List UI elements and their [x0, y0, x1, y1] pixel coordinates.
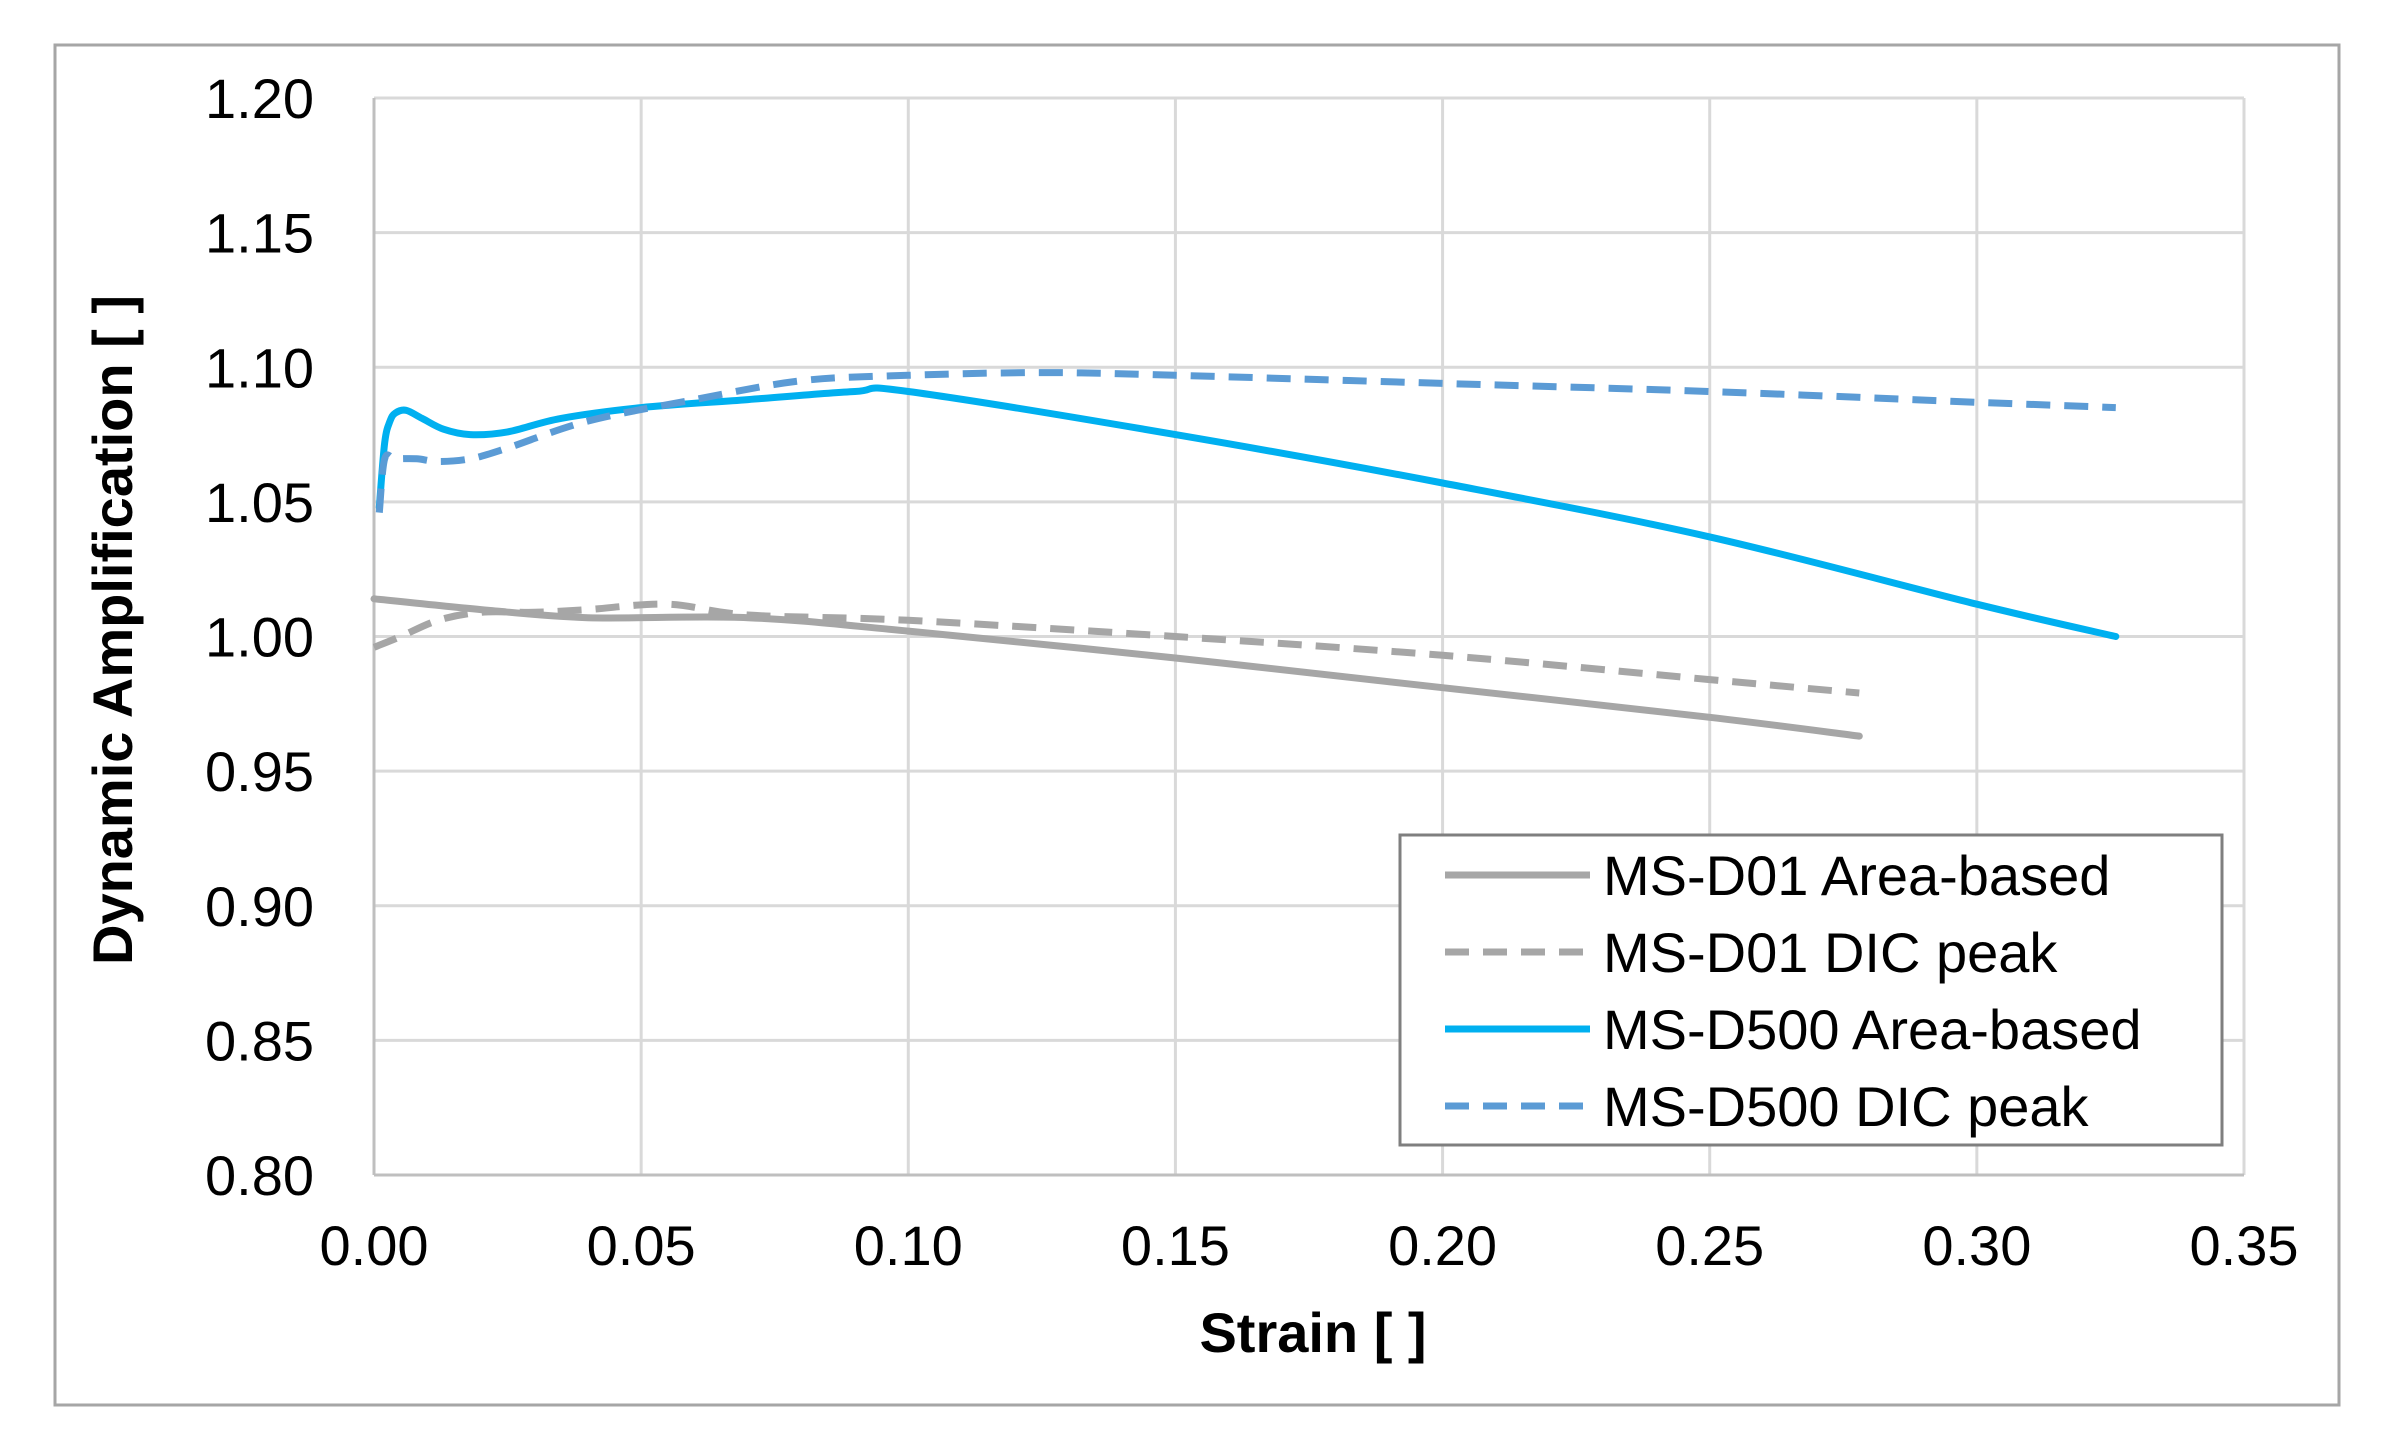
series-line-ms-d01-area-based	[370, 595, 1863, 740]
y-tick-label: 1.10	[205, 336, 314, 399]
legend-label-ms-d500-area-based: MS-D500 Area-based	[1603, 998, 2142, 1061]
y-tick-label: 1.15	[205, 202, 314, 265]
series-line-ms-d500-area-based	[375, 384, 2120, 640]
y-tick-label: 1.05	[205, 471, 314, 534]
x-axis-title: Strain [ ]	[1199, 1301, 1426, 1364]
tick-label-layer: 0.80 0.85 0.90 0.95 1.00 1.05 1.10 1.15 1.20 0.00…	[205, 67, 2299, 1277]
legend-items: MS-D01 Area-based MS-D01 DIC peak MS-D500 …	[1445, 844, 2142, 1138]
legend: MS-D01 Area-based MS-D01 DIC peak MS-D500 …	[1398, 833, 2224, 1147]
y-tick-label: 0.85	[205, 1009, 314, 1072]
series-line-ms-d500-dic-peak	[375, 369, 2116, 513]
chart-area-border	[53, 43, 2341, 1407]
y-axis-title: Dynamic Amplification [ ]	[81, 295, 144, 965]
y-tick-label: 0.95	[205, 740, 314, 803]
x-tick-label: 0.05	[587, 1214, 696, 1277]
legend-label-ms-d500-dic-peak: MS-D500 DIC peak	[1603, 1075, 2090, 1138]
series-layer	[370, 369, 2120, 740]
legend-label-ms-d01-dic-peak: MS-D01 DIC peak	[1603, 921, 2058, 984]
x-tick-label: 0.00	[320, 1214, 429, 1277]
x-tick-label: 0.25	[1655, 1214, 1764, 1277]
x-tick-label: 0.30	[1922, 1214, 2031, 1277]
y-tick-label: 1.00	[205, 606, 314, 669]
x-tick-label: 0.35	[2190, 1214, 2299, 1277]
y-tick-label: 0.90	[205, 875, 314, 938]
axes-layer	[372, 98, 2244, 1177]
legend-label-ms-d01-area-based: MS-D01 Area-based	[1603, 844, 2110, 907]
x-tick-label: 0.15	[1121, 1214, 1230, 1277]
x-tick-label: 0.20	[1388, 1214, 1497, 1277]
y-tick-label: 1.20	[205, 67, 314, 130]
series-line-ms-d01-dic-peak	[372, 600, 1860, 697]
y-tick-label: 0.80	[205, 1144, 314, 1207]
x-tick-label: 0.10	[854, 1214, 963, 1277]
legend-box	[1398, 833, 2224, 1147]
